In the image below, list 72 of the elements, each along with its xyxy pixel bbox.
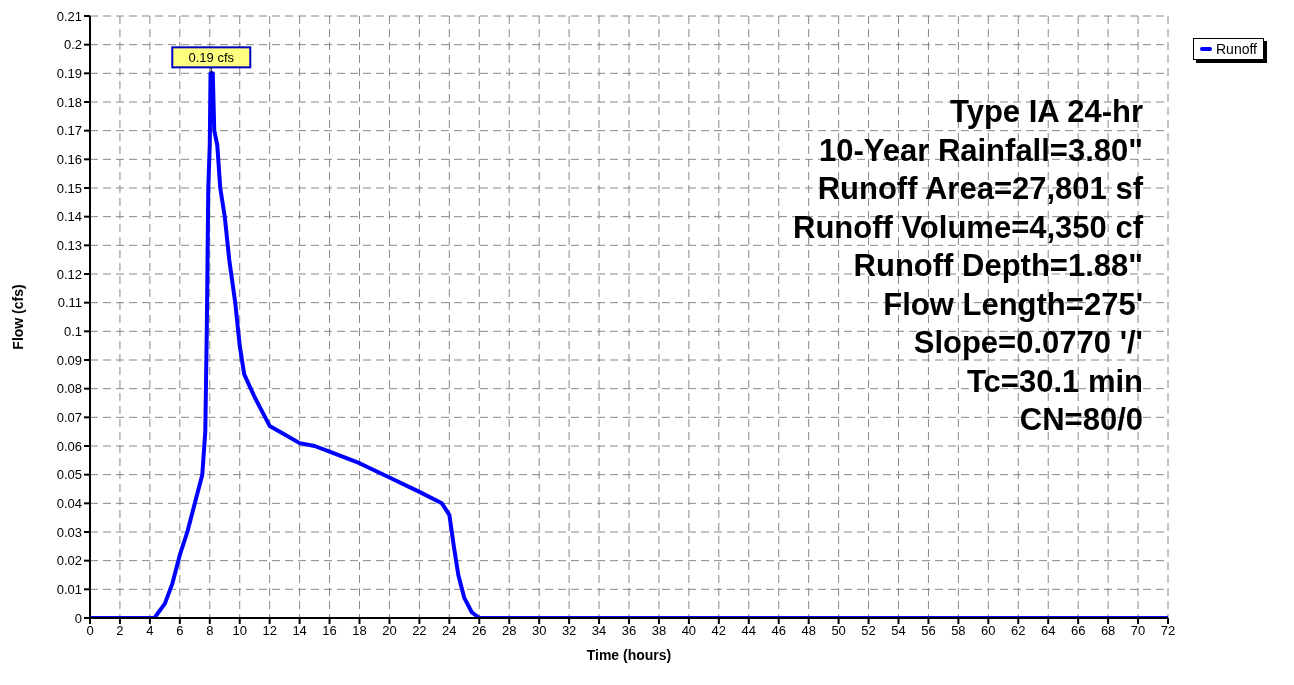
x-tick-label: 0 xyxy=(86,623,94,639)
x-tick-label: 34 xyxy=(591,623,607,639)
y-tick-label: 0 xyxy=(74,610,82,626)
annotation: Slope=0.0770 '/' xyxy=(912,324,1143,362)
x-axis-title: Time (hours) xyxy=(586,647,672,663)
x-tick-label: 40 xyxy=(681,623,697,639)
x-tick-label: 46 xyxy=(771,623,786,639)
y-tick-label: 0.18 xyxy=(56,94,82,110)
x-tick-label: 50 xyxy=(831,623,846,639)
y-tick-label: 0.2 xyxy=(63,37,82,53)
x-tick-label: 58 xyxy=(951,623,966,639)
x-tick-label: 54 xyxy=(891,623,906,639)
y-tick-label: 0.19 xyxy=(56,65,82,81)
y-tick-label: 0.14 xyxy=(56,209,82,225)
x-tick-label: 2 xyxy=(116,623,124,639)
annotation: 0.19 cfs xyxy=(188,50,235,66)
y-tick-label: 0.11 xyxy=(57,295,82,311)
annotation: CN=80/0 xyxy=(1018,401,1143,439)
x-tick-label: 8 xyxy=(206,623,214,639)
y-tick-label: 0.06 xyxy=(56,438,82,454)
y-tick-label: 0.05 xyxy=(56,467,82,483)
annotation: Flow Length=275' xyxy=(882,285,1143,324)
x-tick-label: 24 xyxy=(442,623,457,639)
y-axis-title: Flow (cfs) xyxy=(9,284,26,350)
x-tick-label: 12 xyxy=(262,623,277,639)
y-tick-label: 0.03 xyxy=(56,524,82,540)
x-tick-label: 28 xyxy=(501,623,517,639)
x-tick-label: 72 xyxy=(1160,623,1176,639)
x-tick-label: 14 xyxy=(292,623,307,639)
y-tick-label: 0.1 xyxy=(63,323,82,339)
annotation: Runoff Depth=1.88" xyxy=(852,247,1143,285)
x-tick-label: 70 xyxy=(1130,623,1146,639)
y-tick-label: 0.16 xyxy=(56,151,82,167)
y-tick-label: 0.17 xyxy=(56,123,82,139)
annotation: Runoff Area=27,801 sf xyxy=(816,170,1143,208)
x-tick-label: 64 xyxy=(1040,623,1056,639)
x-tick-label: 68 xyxy=(1100,623,1116,639)
x-tick-label: 62 xyxy=(1011,623,1026,639)
x-tick-label: 36 xyxy=(621,623,637,639)
x-tick-label: 16 xyxy=(322,623,337,639)
y-tick-label: 0.13 xyxy=(56,237,82,253)
x-tick-label: 48 xyxy=(801,623,816,639)
y-tick-label: 0.21 xyxy=(56,8,82,24)
x-tick-label: 32 xyxy=(561,623,577,639)
x-tick-label: 56 xyxy=(921,623,936,639)
x-tick-label: 22 xyxy=(412,623,427,639)
y-tick-label: 0.07 xyxy=(56,409,82,425)
annotation: Type IA 24-hr xyxy=(949,93,1143,131)
x-tick-label: 10 xyxy=(232,623,247,639)
y-tick-label: 0.09 xyxy=(56,352,82,368)
y-tick-label: 0.01 xyxy=(56,581,82,597)
y-tick-label: 0.15 xyxy=(56,180,82,196)
x-tick-label: 18 xyxy=(352,623,367,639)
x-tick-label: 30 xyxy=(531,623,547,639)
x-tick-label: 44 xyxy=(741,623,757,639)
y-tick-label: 0.08 xyxy=(56,381,82,397)
y-tick-label: 0.02 xyxy=(56,553,82,569)
annotation: Runoff Volume=4,350 cf xyxy=(793,208,1143,247)
x-tick-label: 60 xyxy=(981,623,996,639)
annotation: Tc=30.1 min xyxy=(965,362,1143,401)
x-tick-label: 20 xyxy=(382,623,397,639)
annotation: 10-Year Rainfall=3.80" xyxy=(817,131,1143,170)
legend-label: Runoff xyxy=(1216,41,1257,57)
y-tick-label: 0.04 xyxy=(56,495,82,511)
x-tick-label: 66 xyxy=(1070,623,1086,639)
x-tick-label: 42 xyxy=(711,623,727,639)
x-tick-label: 38 xyxy=(651,623,667,639)
x-tick-label: 26 xyxy=(472,623,487,639)
y-tick-label: 0.12 xyxy=(56,266,82,282)
x-tick-label: 52 xyxy=(861,623,876,639)
x-tick-label: 6 xyxy=(176,623,184,639)
x-tick-label: 4 xyxy=(146,623,154,639)
